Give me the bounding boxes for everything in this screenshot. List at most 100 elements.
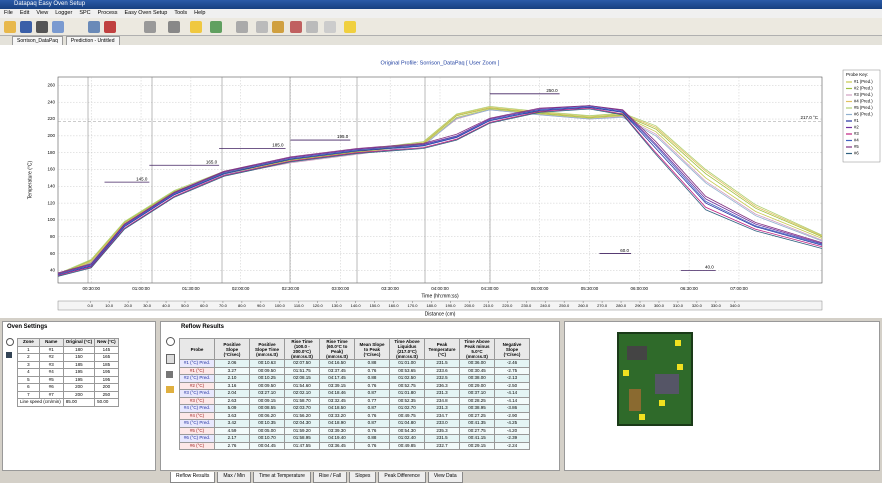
download-button[interactable] [88,21,100,33]
menu-item[interactable]: Edit [20,9,29,18]
table-cell: #4 [39,369,63,377]
table-cell: 250 [95,391,119,399]
report-button[interactable] [324,21,336,33]
tool-icon[interactable] [166,371,173,378]
table-cell: 01:54.60 [285,382,320,390]
legend-label: #1 [854,118,859,123]
table-cell: 195 [95,376,119,384]
table-cell: 00:10.35 [250,420,285,428]
table-cell: 3.42 [215,420,250,428]
print-button[interactable] [52,21,64,33]
table-cell: 7 [18,391,40,399]
legend-label: #5 (Pred.) [854,105,873,110]
table-cell: 00:54.30 [390,427,425,435]
logger-button[interactable] [36,21,48,33]
x-tick-label: 02:30:00 [282,286,300,291]
document-tab[interactable]: Sorrison_DataPaq [12,36,63,45]
table-cell: #3 [39,361,63,369]
legend-title: Probe Key: [846,72,868,77]
document-tab[interactable]: Prediction - Untitled [66,36,120,45]
table-cell: 01:01.80 [390,390,425,398]
result-tab[interactable]: View Data [428,472,463,483]
upload-button[interactable] [104,21,116,33]
legend-label: #1 (Pred.) [854,79,873,84]
table-cell: 232.5 [425,375,460,383]
menu-item[interactable]: Help [194,9,205,18]
result-tab[interactable]: Peak Difference [378,472,425,483]
table-cell: 00:49.75 [390,412,425,420]
column-header: Rise Time (60.0°C to Peak) (mm:ss.tt) [320,339,355,360]
view-button[interactable] [306,21,318,33]
x2-tick-label: 180.0 [426,303,437,308]
footer-row: Line speed (cm/min)85.0050.00 [18,399,119,407]
save-button[interactable] [20,21,32,33]
filter-button[interactable] [168,21,180,33]
x2-tick-label: 50.0 [181,303,190,308]
menu-item[interactable]: Logger [55,9,72,18]
tool-button[interactable] [144,21,156,33]
y-tick-label: 200 [47,133,55,138]
probe-marker [675,340,681,346]
open-button[interactable] [4,21,16,33]
refresh-icon[interactable] [166,337,175,346]
table-button[interactable] [236,21,248,33]
result-tab[interactable]: Slopes [349,472,376,483]
save-icon[interactable] [6,352,12,358]
y-tick-label: 180 [47,150,55,155]
column-header: Name [39,339,63,347]
report-icon[interactable] [166,354,175,364]
menu-item[interactable]: View [36,9,48,18]
menu-item[interactable]: File [4,9,13,18]
result-tab[interactable]: Time at Temperature [253,472,311,483]
table-cell: 145 [95,346,119,354]
table-cell: -4.20 [495,427,530,435]
menu-item[interactable]: SPC [79,9,90,18]
x2-tick-label: 40.0 [162,303,171,308]
analyze-button[interactable] [290,21,302,33]
table-cell: 01:04.80 [390,420,425,428]
folder-icon[interactable] [166,386,174,393]
menu-item[interactable]: Process [98,9,118,18]
title-bar: Datapaq Easy Oven Setup [0,0,882,9]
folder-button[interactable] [190,21,202,33]
reset-icon[interactable] [6,338,14,346]
x2-tick-label: 140.0 [351,303,362,308]
chart-button[interactable] [210,21,222,33]
menu-item[interactable]: Tools [174,9,187,18]
table-cell: 03:33.20 [320,412,355,420]
table-cell: 4 [18,369,40,377]
result-tab[interactable]: Max / Min [217,472,251,483]
table-cell: 85.00 [63,399,94,407]
table-cell: 234.8 [425,397,460,405]
y-tick-label: 140 [47,183,55,188]
result-tab[interactable]: Rise / Fall [313,472,347,483]
menu-item[interactable]: Easy Oven Setup [125,9,168,18]
help-button[interactable] [344,21,356,33]
table-cell: 0.87 [355,420,390,428]
wizard-button[interactable] [272,21,284,33]
zoom-button[interactable] [256,21,268,33]
result-tab[interactable]: Reflow Results [170,472,215,483]
setpoint-label: 195.0 [337,134,349,139]
table-cell: 03:37.45 [320,367,355,375]
